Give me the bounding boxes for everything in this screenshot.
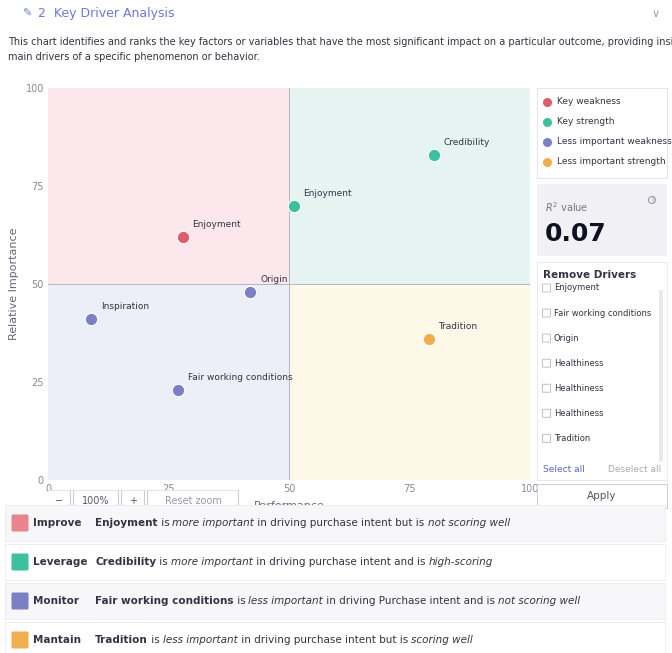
FancyBboxPatch shape — [11, 631, 28, 648]
Y-axis label: Relative Importance: Relative Importance — [9, 228, 19, 340]
Text: Fair working conditions: Fair working conditions — [95, 596, 233, 606]
Text: Monitor: Monitor — [33, 596, 79, 606]
Point — [542, 97, 552, 107]
FancyBboxPatch shape — [11, 515, 28, 532]
Point — [542, 157, 552, 167]
Text: in driving Purchase intent and is: in driving Purchase intent and is — [323, 596, 499, 606]
Text: is: is — [156, 557, 171, 567]
Text: scoring well: scoring well — [411, 635, 472, 645]
FancyBboxPatch shape — [542, 359, 550, 367]
FancyBboxPatch shape — [73, 490, 118, 512]
Text: +: + — [129, 496, 137, 506]
Text: in driving purchase intent and is: in driving purchase intent and is — [253, 557, 429, 567]
Text: Remove Drivers: Remove Drivers — [543, 270, 636, 280]
Text: Select all: Select all — [543, 466, 585, 475]
Text: Fair working conditions: Fair working conditions — [554, 309, 651, 317]
Text: more important: more important — [173, 518, 255, 528]
Text: Credibility: Credibility — [95, 557, 156, 567]
FancyBboxPatch shape — [11, 592, 28, 609]
Text: Less important weakness: Less important weakness — [557, 138, 672, 146]
Text: less important: less important — [163, 635, 237, 645]
Text: Healthiness: Healthiness — [554, 384, 603, 392]
Point — [86, 314, 97, 325]
Text: Inspiration: Inspiration — [101, 302, 149, 311]
Text: Healthiness: Healthiness — [554, 409, 603, 418]
Text: Tradition: Tradition — [554, 434, 590, 443]
Text: ∨: ∨ — [652, 9, 660, 19]
FancyBboxPatch shape — [659, 290, 663, 462]
Point — [542, 136, 552, 147]
Text: ✎: ✎ — [22, 9, 32, 19]
FancyBboxPatch shape — [542, 284, 550, 292]
FancyBboxPatch shape — [542, 409, 550, 417]
Point — [428, 150, 439, 160]
Text: Apply: Apply — [587, 491, 617, 501]
Text: i: i — [651, 195, 653, 204]
Text: Origin: Origin — [554, 334, 580, 343]
Text: Credibility: Credibility — [444, 138, 490, 147]
Text: This chart identifies and ranks the key factors or variables that have the most : This chart identifies and ranks the key … — [8, 37, 672, 62]
Text: Leverage: Leverage — [33, 557, 87, 567]
FancyBboxPatch shape — [542, 434, 550, 442]
Text: Mantain: Mantain — [33, 635, 81, 645]
FancyBboxPatch shape — [542, 309, 550, 317]
X-axis label: Performance: Performance — [253, 501, 325, 511]
Text: less important: less important — [249, 596, 323, 606]
Text: Fair working conditions: Fair working conditions — [187, 373, 292, 382]
Text: Healthiness: Healthiness — [554, 358, 603, 368]
Text: 100%: 100% — [82, 496, 110, 506]
Text: Key strength: Key strength — [557, 118, 614, 127]
Point — [288, 200, 299, 211]
Text: Deselect all: Deselect all — [607, 466, 661, 475]
Point — [177, 232, 188, 242]
Text: is: is — [157, 518, 173, 528]
Point — [245, 287, 256, 297]
Text: is: is — [148, 635, 163, 645]
Text: −: − — [55, 496, 63, 506]
FancyBboxPatch shape — [542, 384, 550, 392]
Text: Enjoyment: Enjoyment — [193, 220, 241, 229]
Text: in driving purchase intent but is: in driving purchase intent but is — [255, 518, 428, 528]
Text: Reset zoom: Reset zoom — [165, 496, 222, 506]
FancyBboxPatch shape — [535, 182, 669, 258]
FancyBboxPatch shape — [542, 334, 550, 342]
Text: is: is — [233, 596, 249, 606]
FancyBboxPatch shape — [147, 490, 239, 512]
Text: Less important strength: Less important strength — [557, 157, 666, 167]
Text: not scoring well: not scoring well — [499, 596, 581, 606]
Text: in driving purchase intent but is: in driving purchase intent but is — [237, 635, 411, 645]
Text: more important: more important — [171, 557, 253, 567]
Text: Tradition: Tradition — [438, 322, 478, 331]
Text: Tradition: Tradition — [95, 635, 148, 645]
Text: Improve: Improve — [33, 518, 81, 528]
Text: Enjoyment: Enjoyment — [95, 518, 157, 528]
Text: Enjoyment: Enjoyment — [554, 283, 599, 293]
Text: Origin: Origin — [260, 275, 288, 284]
FancyBboxPatch shape — [11, 554, 28, 571]
Text: Key weakness: Key weakness — [557, 97, 621, 106]
Text: $R^2$ value: $R^2$ value — [545, 200, 589, 214]
Text: Enjoyment: Enjoyment — [304, 189, 352, 198]
Point — [423, 334, 434, 344]
Point — [542, 117, 552, 127]
Text: not scoring well: not scoring well — [428, 518, 510, 528]
FancyBboxPatch shape — [122, 490, 144, 512]
FancyBboxPatch shape — [48, 490, 71, 512]
Text: 0.07: 0.07 — [545, 222, 607, 246]
Text: 2  Key Driver Analysis: 2 Key Driver Analysis — [38, 7, 175, 20]
Text: high-scoring: high-scoring — [429, 557, 493, 567]
Point — [173, 385, 183, 395]
